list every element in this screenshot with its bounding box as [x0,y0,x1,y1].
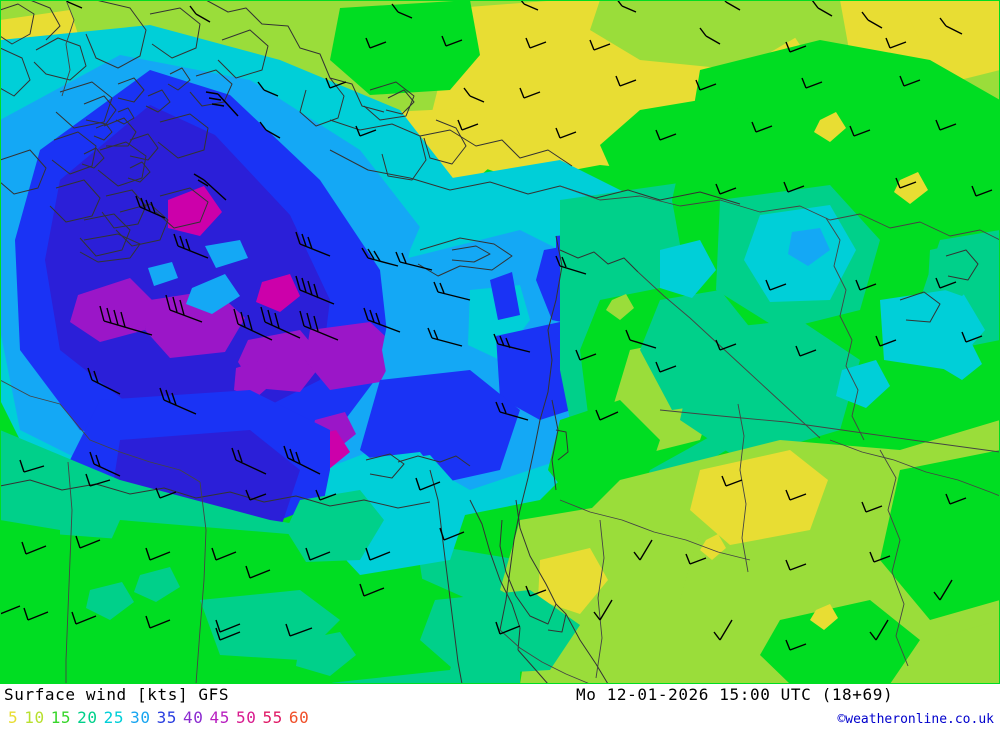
fill-lightblue-syria-center [788,228,830,266]
valid-time-label: Mo 12-01-2026 15:00 UTC (18+69) [576,685,894,704]
country-border-icon [0,0,1000,684]
colorbar-tick-10: 10 [24,708,45,727]
fill-purple-max-4 [305,322,398,390]
fill-blue-spike-eastmed [490,272,520,320]
fill-teal-inset-egypt-2 [296,632,356,676]
colorbar-tick-5: 5 [8,708,19,727]
colorbar-tick-55: 55 [262,708,283,727]
map-footer: Surface wind [kts] GFS Mo 12-01-2026 15:… [0,684,1000,733]
colorbar-tick-40: 40 [183,708,204,727]
fill-lightblue-inset-2 [205,240,248,268]
fill-green-arabia-south [760,600,920,684]
fill-magenta-max-1 [168,186,222,236]
colorbar-tick-60: 60 [288,708,310,727]
fill-green-arabia-east [880,450,1000,620]
fill-lightblue-inset-3 [148,262,178,286]
fill-teal-inset-libya-2 [134,567,180,602]
fill-cyan-dot-1 [942,344,982,380]
fill-cyan-small-1 [660,240,716,298]
wind-speed-colorbar[interactable]: 5 10 15 20 25 30 35 40 45 50 55 60 [8,708,315,727]
colorbar-tick-30: 30 [130,708,151,727]
product-title: Surface wind [kts] GFS [4,685,230,704]
fill-yellow-arabia-1 [690,450,828,545]
map-panel[interactable] [0,0,1000,684]
fill-lightblue-inset-1 [186,274,240,314]
wind-barb-icon [0,0,993,651]
fill-yellow-dot-4 [700,534,726,560]
surface-wind-contour-map[interactable] [0,0,1000,684]
fill-purple-max-1 [70,278,152,342]
fill-teal-nile [286,490,384,562]
fill-yellow-dot-2 [894,172,928,204]
colorbar-tick-15: 15 [50,708,72,727]
copyright-credit[interactable]: ©weatheronline.co.uk [837,712,994,727]
colorbar-tick-20: 20 [77,708,98,727]
fill-yellow-redsea [538,548,608,614]
fill-yellow-caspian [855,10,920,62]
fill-magenta-max-2 [256,274,300,312]
fill-yg-dot-1 [606,294,634,320]
colorbar-tick-25: 25 [103,708,125,727]
coastline-icon [0,0,979,684]
colorbar-tick-50: 50 [235,708,257,727]
fill-teal-small-1 [928,240,992,296]
fill-teal-inset-libya [86,582,134,620]
colorbar-tick-35: 35 [156,708,178,727]
fill-yellow-dot-1 [814,112,846,142]
colorbar-tick-45: 45 [209,708,230,727]
fill-tealgreen-iraq-2 [640,290,760,410]
fill-yellowgreen-north-2 [590,0,800,70]
fill-green-north-1 [330,0,480,95]
fill-yellow-dot-3 [810,604,838,630]
fill-purple-max-5 [234,360,274,398]
fill-cyan-nile-delta-3 [378,458,436,514]
